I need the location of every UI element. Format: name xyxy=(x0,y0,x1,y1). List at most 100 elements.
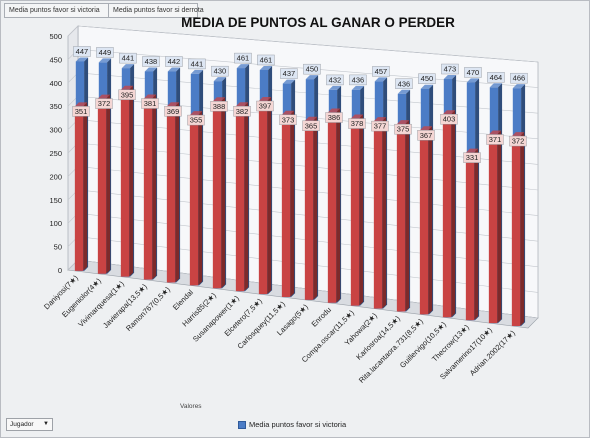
bar-victoria-top xyxy=(489,83,503,88)
bar-derrota xyxy=(97,94,111,274)
data-label-victoria-box xyxy=(96,47,114,58)
y-tick-label: 400 xyxy=(49,79,62,88)
x-tick-label: Susanapower(1★) xyxy=(191,293,241,343)
bar-derrota-side xyxy=(497,130,502,324)
data-label-victoria-box xyxy=(303,63,321,75)
chart-title: MEDIA DE PUNTOS AL GANAR O PERDER xyxy=(181,15,455,30)
bar-derrota xyxy=(350,114,364,306)
bar-derrota-top xyxy=(327,108,341,113)
y-tick-label: 450 xyxy=(49,55,62,64)
x-tick-label: Enrodu xyxy=(310,305,333,328)
bar-victoria-top xyxy=(144,67,158,72)
bar-victoria-top xyxy=(236,64,250,69)
data-label-derrota: 373 xyxy=(282,115,295,124)
bar-derrota-front xyxy=(258,101,268,295)
data-label-victoria: 457 xyxy=(375,67,388,76)
bar-derrota-side xyxy=(267,97,272,295)
data-label-derrota-box xyxy=(72,106,90,117)
data-label-victoria: 464 xyxy=(490,73,503,82)
data-label-derrota-box xyxy=(164,106,182,117)
bar-derrota-top xyxy=(74,102,88,107)
bar-victoria-top xyxy=(351,85,365,90)
bar-derrota-front xyxy=(120,89,130,277)
data-label-derrota: 365 xyxy=(305,121,318,130)
bar-derrota-front xyxy=(189,115,199,286)
data-label-derrota: 351 xyxy=(75,107,88,116)
bar-derrota-side xyxy=(313,116,318,300)
legend-swatch xyxy=(238,420,246,429)
data-label-victoria: 470 xyxy=(467,68,480,77)
bar-derrota-side xyxy=(451,110,456,318)
player-filter-dropdown[interactable]: Jugador ▼ xyxy=(6,418,53,431)
bar-derrota-top xyxy=(235,102,249,107)
bar-derrota-side xyxy=(198,111,203,286)
tab-derrota-field[interactable]: Media puntos favor si derrota xyxy=(108,3,204,18)
y-tick-label: 100 xyxy=(49,219,62,228)
data-label-derrota: 397 xyxy=(259,102,272,111)
data-label-derrota: 331 xyxy=(466,153,479,162)
bar-victoria-top xyxy=(420,84,434,89)
bar-derrota-side xyxy=(129,85,134,277)
data-label-derrota: 382 xyxy=(236,107,249,116)
bar-derrota-side xyxy=(405,120,410,312)
data-label-victoria: 432 xyxy=(329,75,342,84)
bar-victoria-top xyxy=(512,84,526,89)
data-label-derrota-box xyxy=(187,114,205,126)
bar-derrota xyxy=(143,94,157,280)
bar-victoria-top xyxy=(259,65,273,70)
bar-derrota-side xyxy=(474,148,479,321)
bar-derrota xyxy=(511,132,525,326)
bar-derrota-top xyxy=(488,130,502,135)
data-label-victoria-box xyxy=(234,52,252,64)
y-tick-label: 500 xyxy=(49,32,62,41)
bar-derrota-top xyxy=(212,97,226,102)
bar-victoria-top xyxy=(190,69,204,74)
x-tick-label: Elendal xyxy=(171,288,195,312)
data-label-victoria: 466 xyxy=(513,74,526,83)
data-label-victoria-box xyxy=(326,74,344,86)
bar-derrota-front xyxy=(304,120,314,300)
data-label-derrota: 375 xyxy=(397,125,410,134)
bar-derrota-front xyxy=(143,98,153,280)
bar-derrota xyxy=(465,148,479,321)
data-label-derrota: 386 xyxy=(328,113,341,122)
data-label-victoria: 449 xyxy=(99,48,112,57)
data-label-derrota-box xyxy=(256,100,274,112)
data-label-derrota-box xyxy=(440,114,458,125)
bar-derrota-top xyxy=(166,102,180,107)
bar-victoria-top xyxy=(98,58,112,63)
bar-derrota-top xyxy=(281,110,295,115)
data-label-derrota: 395 xyxy=(121,90,134,99)
bar-victoria-top xyxy=(213,77,227,82)
data-label-victoria: 436 xyxy=(398,79,411,88)
bar-victoria-top xyxy=(397,89,411,94)
bar-derrota xyxy=(304,116,318,300)
y-tick-label: 0 xyxy=(58,266,62,275)
bar-derrota xyxy=(74,102,88,271)
data-label-victoria: 438 xyxy=(145,57,158,66)
data-label-victoria-box xyxy=(119,52,137,64)
bar-derrota-top xyxy=(442,110,456,115)
x-tick-label: Javierapa(13,5★) xyxy=(101,282,149,330)
data-label-victoria-box xyxy=(142,56,160,67)
data-label-victoria-box xyxy=(395,78,413,89)
bar-derrota-front xyxy=(396,124,406,312)
bar-derrota xyxy=(442,110,456,318)
data-label-victoria: 441 xyxy=(122,54,135,63)
y-tick-label: 250 xyxy=(49,149,62,158)
data-label-victoria-box xyxy=(418,73,436,84)
bar-derrota-top xyxy=(120,85,134,90)
x-tick-label: Adrian.2002(17★) xyxy=(468,328,518,378)
data-label-victoria-box xyxy=(349,74,367,86)
data-label-derrota-box xyxy=(95,98,113,109)
data-label-derrota: 372 xyxy=(512,137,525,146)
bar-derrota xyxy=(396,120,410,312)
data-label-victoria-box xyxy=(280,68,298,79)
data-label-victoria-box xyxy=(165,56,183,67)
bar-derrota-top xyxy=(396,120,410,125)
chevron-down-icon: ▼ xyxy=(43,421,49,427)
bar-victoria-top xyxy=(121,64,135,69)
bar-derrota-front xyxy=(511,136,521,326)
data-label-derrota: 378 xyxy=(351,119,364,128)
data-label-victoria: 461 xyxy=(260,55,273,64)
